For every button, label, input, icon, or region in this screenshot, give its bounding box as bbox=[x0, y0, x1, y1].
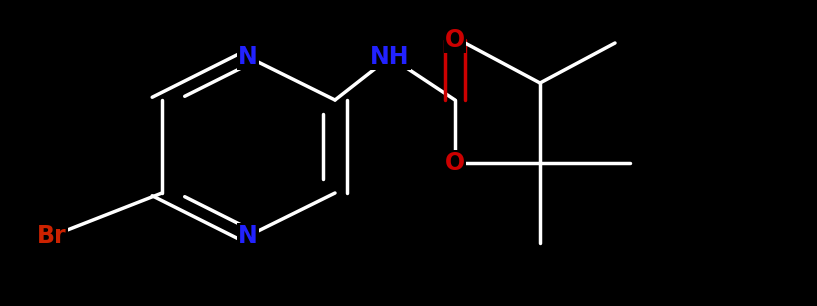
Text: N: N bbox=[238, 224, 258, 248]
Text: N: N bbox=[238, 45, 258, 69]
Text: Br: Br bbox=[38, 224, 67, 248]
Text: NH: NH bbox=[370, 45, 410, 69]
Text: O: O bbox=[445, 28, 465, 52]
Text: O: O bbox=[445, 151, 465, 175]
